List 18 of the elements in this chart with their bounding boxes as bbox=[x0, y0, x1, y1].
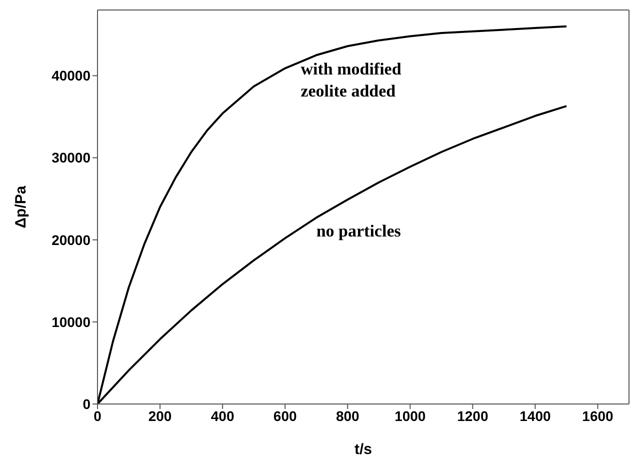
y-tick-label: 10000 bbox=[52, 314, 91, 330]
x-axis-title: t/s bbox=[354, 441, 372, 458]
x-tick-label: 600 bbox=[273, 408, 297, 424]
x-tick-label: 1200 bbox=[457, 408, 488, 424]
y-axis-title: Δp/Pa bbox=[12, 185, 30, 228]
x-tick-label: 1400 bbox=[520, 408, 551, 424]
annotation: with modified zeolite added bbox=[300, 60, 402, 101]
x-tick-label: 800 bbox=[336, 408, 360, 424]
x-tick-label: 0 bbox=[94, 408, 102, 424]
x-tick-label: 1000 bbox=[394, 408, 426, 424]
y-tick-label: 40000 bbox=[52, 68, 91, 84]
x-tick-label: 1600 bbox=[582, 408, 614, 424]
annotation: no particles bbox=[316, 221, 402, 240]
y-tick-label: 0 bbox=[82, 396, 91, 412]
x-tick-label: 400 bbox=[210, 408, 234, 424]
x-tick-label: 200 bbox=[148, 408, 172, 424]
y-tick-label: 20000 bbox=[52, 232, 91, 248]
y-tick-label: 30000 bbox=[52, 150, 91, 166]
